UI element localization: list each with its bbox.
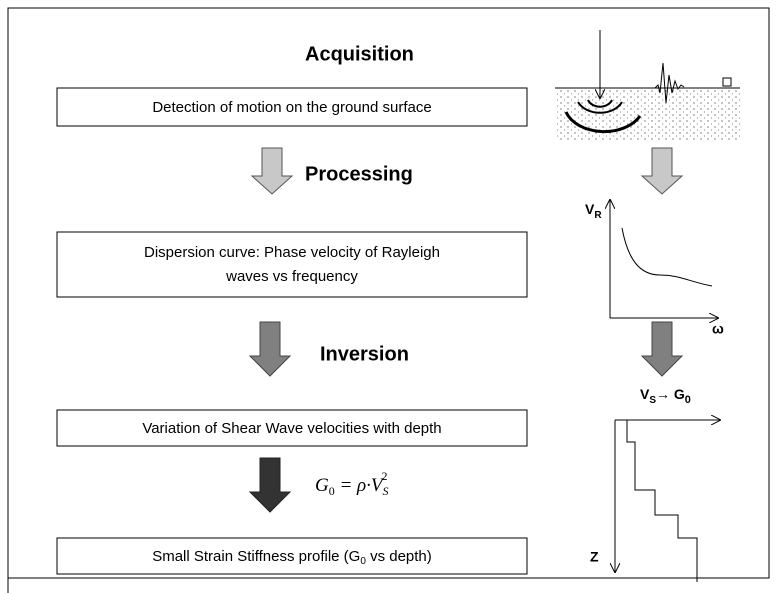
text-part: vs depth) [366,548,432,565]
stage-heading: Processing [305,163,413,185]
step-text: Small Strain Stiffness profile (G0 vs de… [152,548,432,567]
subscript: S [649,395,656,406]
flow-arrow [248,457,292,513]
subscript: R [594,210,602,221]
axis-label: ω [712,321,724,337]
step-text: Variation of Shear Wave velocities with … [142,420,441,437]
wavefront [564,111,642,134]
flow-arrow [248,321,292,377]
text-part: V [585,201,595,217]
text-part: = ρ·V [335,475,385,496]
sensor [722,77,732,87]
flow-arrow [640,147,684,195]
subscript: 0 [685,394,691,406]
frame [7,7,770,579]
step-box [56,87,528,127]
step-text: Detection of motion on the ground surfac… [152,99,431,116]
soil [555,88,740,140]
superscript: 2 [382,469,388,483]
step-box [56,409,528,447]
velocity-profile [626,420,698,582]
text-part: Small Strain Stiffness profile (G [152,548,360,565]
wave-signal [654,62,685,104]
stage-heading: Acquisition [305,43,414,65]
step-box [56,537,528,575]
axis-label: Z [590,549,599,565]
dispersion-curve [621,227,713,287]
subscript: 0 [360,556,366,567]
text-part: → G [656,386,685,402]
flow-arrow [250,147,294,195]
flow-arrow [640,321,684,377]
stage-heading: Inversion [320,343,409,365]
axis-label: VS→ G0 [640,386,691,406]
subscript: 0 [329,484,335,498]
wavefront [577,101,623,114]
axis-label: VR [585,201,602,221]
formula: G0 = ρ·VS2 [315,469,389,498]
step-box [56,231,528,298]
step-text: Dispersion curve: Phase velocity of Rayl… [144,244,440,261]
wavefront [587,99,613,108]
subscript: S [383,484,389,498]
step-text: waves vs frequency [225,268,358,285]
text-part: G [315,475,329,496]
text-part: V [640,386,650,402]
